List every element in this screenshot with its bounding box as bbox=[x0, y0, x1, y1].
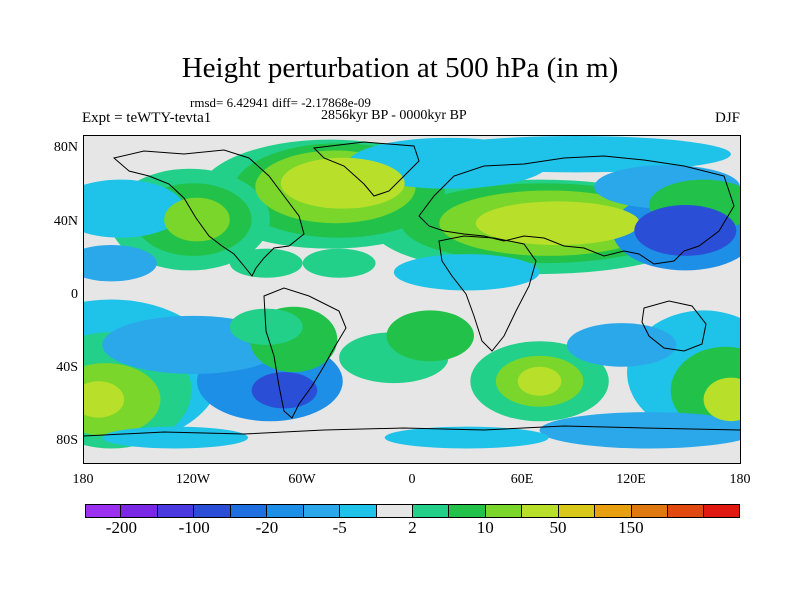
colorbar-label: 10 bbox=[476, 518, 494, 537]
anomaly-region bbox=[251, 372, 318, 409]
colorbar-swatch bbox=[267, 504, 304, 518]
coastline-north-america bbox=[112, 149, 305, 277]
coastline-greenland bbox=[312, 141, 420, 197]
anomaly-region bbox=[566, 323, 677, 367]
anomaly-region bbox=[386, 310, 474, 362]
colorbar-swatch bbox=[704, 504, 740, 518]
colorbar-border bbox=[85, 504, 740, 518]
colorbar-label: -5 bbox=[332, 518, 347, 537]
anomaly-region bbox=[229, 248, 303, 278]
colorbar-label: 150 bbox=[618, 518, 644, 537]
anomaly-region bbox=[703, 377, 740, 422]
lat-tick-label: 80S bbox=[56, 433, 78, 448]
colorbar-swatch bbox=[376, 504, 413, 518]
colorbar-swatch bbox=[558, 504, 596, 518]
coastline-australia bbox=[641, 300, 707, 352]
colorbar-swatch bbox=[595, 504, 632, 518]
colorbar-label: -100 bbox=[178, 518, 210, 537]
anomaly-region bbox=[539, 412, 740, 449]
colorbar bbox=[85, 504, 740, 518]
lon-tick-label: 180 bbox=[729, 472, 751, 487]
anomaly-region bbox=[384, 426, 549, 449]
anomaly-region bbox=[517, 366, 562, 396]
map-svg bbox=[84, 136, 740, 449]
colorbar-swatch bbox=[85, 504, 122, 518]
colorbar-swatch bbox=[412, 504, 450, 518]
colorbar-swatch bbox=[668, 504, 705, 518]
lon-tick-label: 60W bbox=[288, 472, 316, 487]
colorbar-swatch bbox=[631, 504, 668, 518]
colorbar-swatch bbox=[340, 504, 377, 518]
anomaly-region bbox=[84, 381, 125, 418]
lat-tick-label: 80N bbox=[53, 140, 78, 155]
lat-tick-label: 0 bbox=[71, 287, 78, 302]
colorbar-swatch bbox=[194, 504, 231, 518]
map-plot-area bbox=[83, 135, 741, 464]
anomaly-region bbox=[475, 201, 640, 245]
colorbar-swatch bbox=[449, 504, 486, 518]
colorbar-swatch bbox=[522, 504, 559, 518]
colorbar-label: 2 bbox=[408, 518, 417, 537]
colorbar-swatch bbox=[303, 504, 341, 518]
coastline-antarctica bbox=[84, 425, 740, 437]
lon-tick-label: 120W bbox=[175, 472, 211, 487]
anomaly-region bbox=[634, 205, 737, 256]
lon-tick-label: 180 bbox=[72, 472, 94, 487]
coastline-layer bbox=[84, 141, 740, 437]
experiment-label: Expt = teWTY-tevta1 bbox=[82, 110, 212, 126]
colorbar-swatch bbox=[121, 504, 158, 518]
coastline-eurasia bbox=[418, 155, 735, 265]
anomaly-region bbox=[302, 248, 376, 278]
anomaly-region bbox=[84, 245, 157, 282]
lat-tick-label: 40N bbox=[53, 214, 78, 229]
season-label: DJF bbox=[714, 110, 740, 126]
period-subtitle: 2856kyr BP - 0000kyr BP bbox=[321, 108, 467, 123]
coastline-south-america bbox=[263, 287, 347, 419]
colorbar-swatch bbox=[485, 504, 523, 518]
lat-tick-label: 40S bbox=[56, 360, 78, 375]
lon-tick-label: 60E bbox=[510, 472, 534, 487]
anomaly-fill-layer bbox=[84, 136, 740, 449]
colorbar-label: 50 bbox=[549, 518, 567, 537]
colorbar-swatch bbox=[157, 504, 195, 518]
chart-title: Height perturbation at 500 hPa (in m) bbox=[181, 52, 619, 84]
anomaly-region bbox=[84, 179, 185, 238]
stats-subtitle: rmsd= 6.42941 diff= -2.17868e-09 bbox=[190, 95, 371, 110]
colorbar-label: -200 bbox=[105, 518, 137, 537]
lon-tick-label: 120E bbox=[616, 472, 646, 487]
lon-tick-label: 0 bbox=[408, 472, 416, 487]
colorbar-label: -20 bbox=[255, 518, 279, 537]
coastline-africa bbox=[438, 235, 537, 352]
colorbar-swatch bbox=[230, 504, 268, 518]
anomaly-region bbox=[393, 254, 540, 291]
anomaly-region bbox=[102, 426, 248, 449]
